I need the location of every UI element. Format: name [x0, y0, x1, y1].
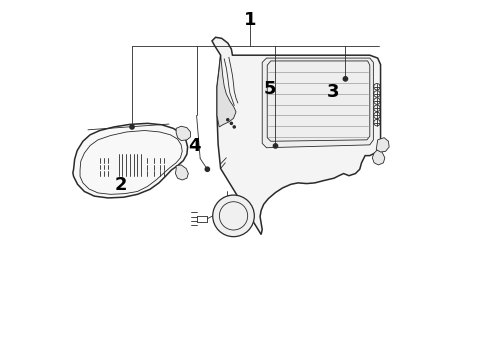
Polygon shape [176, 126, 191, 140]
Text: 2: 2 [115, 176, 127, 194]
Circle shape [205, 167, 210, 171]
Text: 4: 4 [189, 137, 201, 155]
Polygon shape [372, 149, 385, 165]
Text: 3: 3 [327, 83, 339, 101]
Circle shape [230, 122, 232, 125]
Circle shape [233, 126, 235, 128]
Polygon shape [217, 55, 236, 127]
Text: 5: 5 [264, 80, 276, 98]
Polygon shape [73, 123, 188, 198]
Text: 1: 1 [244, 12, 257, 30]
Polygon shape [376, 138, 389, 152]
Circle shape [343, 77, 347, 81]
Polygon shape [175, 165, 188, 180]
Polygon shape [212, 37, 381, 234]
Polygon shape [262, 58, 373, 148]
Circle shape [213, 195, 254, 237]
Circle shape [227, 119, 229, 121]
Circle shape [130, 125, 134, 129]
Circle shape [273, 144, 278, 148]
